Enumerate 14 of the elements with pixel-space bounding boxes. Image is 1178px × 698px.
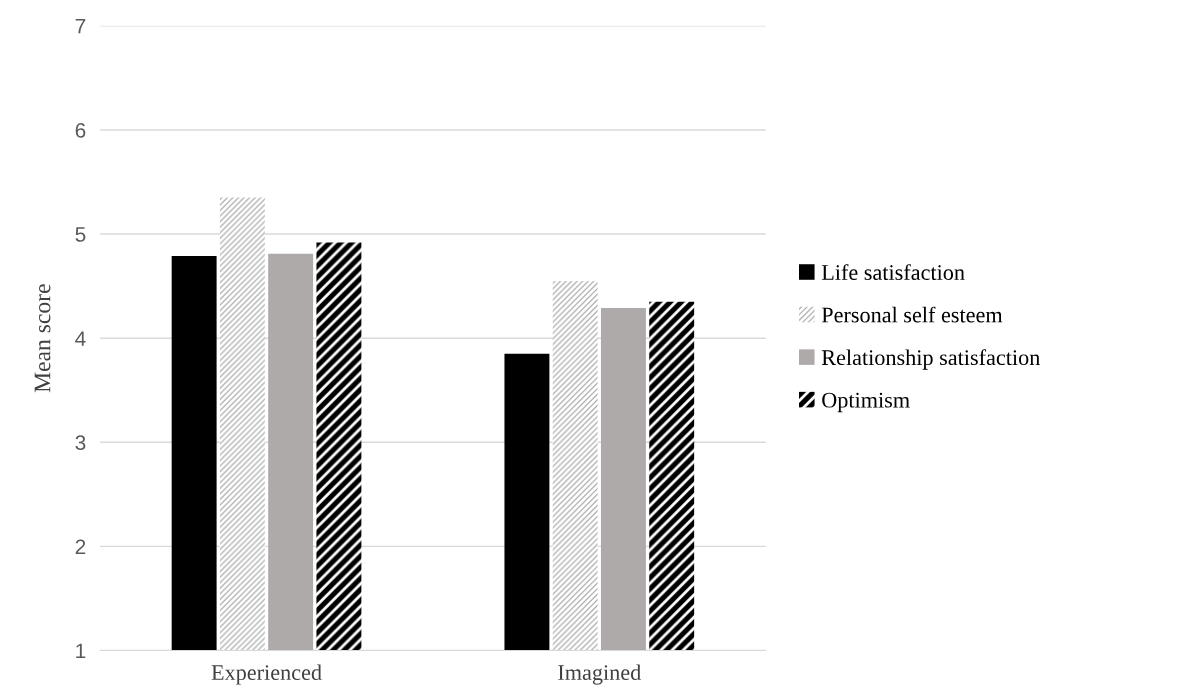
legend-label: Optimism — [822, 392, 910, 413]
legend-label: Relationship satisfaction — [821, 349, 1040, 370]
y-tick-label: 3 — [75, 435, 86, 451]
x-tick-label: Experienced — [211, 664, 322, 685]
y-tick-label: 2 — [75, 539, 86, 554]
y-tick-label: 6 — [75, 122, 86, 138]
legend-label: Life satisfaction — [821, 264, 965, 280]
y-tick-label: 1 — [76, 643, 86, 659]
y-tick-label: 7 — [75, 19, 86, 34]
y-axis-title: Mean score — [34, 284, 51, 393]
y-tick-label: 5 — [75, 227, 86, 242]
legend-label: Personal self esteem — [821, 306, 1003, 323]
y-tick-label: 4 — [75, 331, 86, 346]
x-tick-label: Imagined — [558, 664, 641, 685]
